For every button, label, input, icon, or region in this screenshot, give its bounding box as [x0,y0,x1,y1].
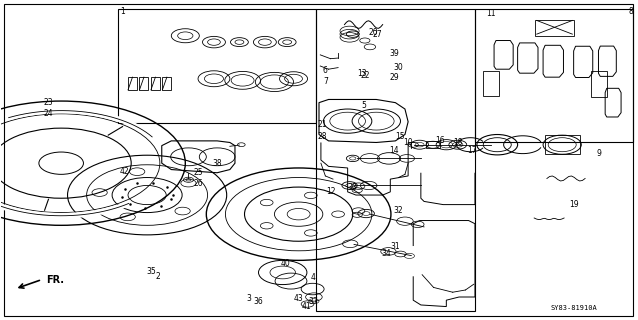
Bar [151,77,160,90]
Text: 6: 6 [323,66,328,75]
Text: 28: 28 [318,132,327,140]
Text: 16: 16 [435,136,445,145]
Bar [163,77,172,90]
Text: 27: 27 [372,30,382,39]
Text: 9: 9 [597,149,602,158]
Text: 22: 22 [360,71,369,80]
Text: 30: 30 [394,63,403,72]
Bar [591,71,607,97]
Text: SY83-81910A: SY83-81910A [550,305,597,311]
Text: 35: 35 [147,267,156,276]
Text: 42: 42 [120,167,130,176]
Bar [119,9,316,123]
Text: 1: 1 [121,7,125,16]
Text: 21: 21 [318,120,327,130]
Text: 26: 26 [193,180,203,188]
Text: 17: 17 [467,146,477,155]
Bar [482,71,498,96]
Text: 2: 2 [156,272,160,281]
Text: 18: 18 [453,138,463,147]
Text: 14: 14 [389,146,399,155]
Text: 23: 23 [43,98,53,107]
Text: 13: 13 [357,69,366,78]
Text: 41: 41 [302,302,311,311]
Text: 39: 39 [389,49,399,58]
Text: 8: 8 [628,7,634,16]
Text: 3: 3 [246,294,251,303]
Text: 10: 10 [403,138,413,147]
Bar [140,77,149,90]
Bar [128,77,137,90]
Bar [535,20,574,36]
Text: FR.: FR. [47,275,64,285]
Text: 36: 36 [254,297,263,306]
Text: 34: 34 [382,250,391,259]
Text: 7: 7 [323,77,328,86]
Text: 20: 20 [368,28,378,37]
Text: 40: 40 [281,259,291,268]
Text: 29: 29 [389,73,399,82]
Text: 25: 25 [193,168,203,177]
Text: 11: 11 [486,9,496,18]
Text: 19: 19 [569,200,579,209]
Text: 15: 15 [396,132,405,140]
Text: 32: 32 [393,206,403,215]
Text: 4: 4 [310,273,315,282]
Text: 37: 37 [308,297,318,306]
Text: 38: 38 [212,159,222,168]
Text: 33: 33 [348,183,358,192]
Bar [475,9,633,142]
Text: 24: 24 [43,109,53,118]
Bar [426,141,440,148]
Text: 31: 31 [390,242,400,251]
Text: 5: 5 [361,101,366,110]
Text: 12: 12 [326,188,335,196]
Bar [545,135,580,154]
Bar [316,9,475,311]
Text: 43: 43 [293,294,304,303]
